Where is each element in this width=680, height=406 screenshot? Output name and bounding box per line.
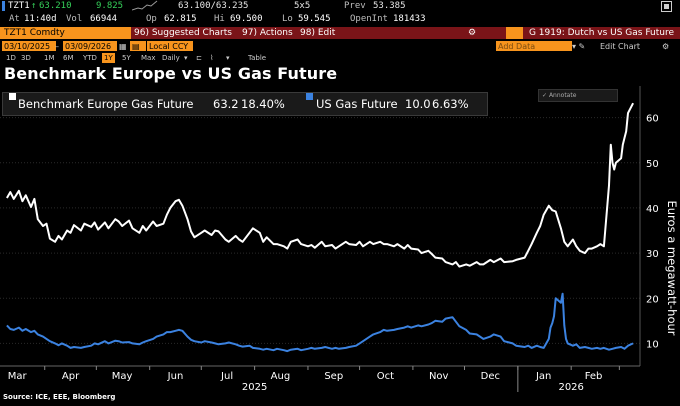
frequency-select[interactable]: Daily xyxy=(162,54,180,62)
series-line-us xyxy=(6,292,634,353)
settings-icon-2[interactable]: ⚙ xyxy=(662,42,670,51)
date-range-row: 03/10/2025 – 03/09/2026 ▦ ▤ Local CCY Ad… xyxy=(0,41,680,52)
quote-line: TZT1 ↑ 63.210 9.825 63.100/63.235 5x5 Pr… xyxy=(0,0,680,13)
period-1m[interactable]: 1M xyxy=(44,54,55,62)
x-tick-label: Jul xyxy=(220,371,233,382)
edit-chart-button[interactable]: Edit Chart xyxy=(600,42,641,51)
last-price: 63.210 xyxy=(39,1,72,11)
chart-options-icon[interactable]: ▾ ✎ xyxy=(572,42,586,51)
end-date-input[interactable]: 03/09/2026 xyxy=(63,41,117,51)
lo-label: Lo xyxy=(282,14,293,24)
openint-label: OpenInt xyxy=(350,14,388,24)
period-1d[interactable]: 1D xyxy=(6,54,16,62)
annotate-label: Annotate xyxy=(548,92,577,99)
y-tick-label: 20 xyxy=(646,294,659,305)
prev-label: Prev xyxy=(344,1,366,11)
x-tick-label: Jan xyxy=(535,371,551,382)
up-arrow-icon: ↑ xyxy=(31,1,37,11)
size: 5x5 xyxy=(294,1,311,11)
date-separator: – xyxy=(55,42,59,51)
quote-line-2: At 11:40d Vol 66944 Op 62.815 Hi 69.500 … xyxy=(0,13,680,26)
legend-value-europe: 63.2 xyxy=(213,97,239,111)
legend-change-europe: 18.40% xyxy=(241,97,285,111)
openint-value: 181433 xyxy=(393,14,426,24)
at-label: At xyxy=(9,14,20,24)
period-3d[interactable]: 3D xyxy=(21,54,31,62)
x-tick-label: Aug xyxy=(271,371,291,382)
at-time: 11:40d xyxy=(24,14,57,24)
period-6m[interactable]: 6M xyxy=(63,54,74,62)
x-tick-label: Oct xyxy=(377,371,394,382)
vol-value: 66944 xyxy=(90,14,118,24)
x-tick-label: Feb xyxy=(585,371,603,382)
x-tick-label: Mar xyxy=(8,371,28,382)
x-tick-label: May xyxy=(112,371,133,382)
table-button[interactable]: Table xyxy=(248,54,267,62)
source-note: Source: ICE, EEE, Bloomberg xyxy=(3,393,116,401)
prev-value: 53.385 xyxy=(373,1,406,11)
period-5y[interactable]: 5Y xyxy=(122,54,131,62)
series-lines xyxy=(6,102,634,353)
currency-select[interactable]: Local CCY xyxy=(147,41,193,51)
line-type-icon[interactable]: ⌇ xyxy=(210,54,214,62)
x-tick-label: Dec xyxy=(481,371,500,382)
sparkline-icon xyxy=(131,0,158,17)
x-tick-label: Apr xyxy=(62,371,80,382)
chart-title-tab: G 1919: Dutch vs US Gas Future xyxy=(522,27,680,39)
y-tick-label: 10 xyxy=(646,339,659,350)
edit-button[interactable]: 98) Edit xyxy=(300,28,336,38)
x-tick-label: Jun xyxy=(167,371,184,382)
lo-value: 59.545 xyxy=(298,14,331,24)
actions-button[interactable]: 97) Actions xyxy=(242,28,293,38)
y-axis: 10 20 30 40 50 60 xyxy=(639,86,659,366)
toolbar: TZT1 Comdty 96) Suggested Charts 97) Act… xyxy=(0,27,680,39)
period-row: 1D 3D 1M 6M YTD 1Y 5Y Max Daily ▾ ⊏ ⌇ ▾ … xyxy=(0,53,680,63)
add-data-input[interactable]: Add Data xyxy=(496,41,572,51)
ticker-marker-icon xyxy=(2,0,5,17)
calendar-icon[interactable]: ▦ xyxy=(119,42,127,51)
bid-ask: 63.100/63.235 xyxy=(178,1,249,11)
toolbar-actions-bar xyxy=(131,27,506,39)
y-tick-label: 30 xyxy=(646,249,659,260)
period-ytd[interactable]: YTD xyxy=(83,54,97,62)
series-line-europe xyxy=(6,102,634,268)
year-label: 2025 xyxy=(242,382,267,393)
x-axis: Mar Apr May Jun Jul Aug Sep Oct Nov Dec Jan Feb 2025… xyxy=(0,365,640,393)
legend-change-us: 6.63% xyxy=(432,97,469,111)
period-1y[interactable]: 1Y xyxy=(102,53,115,63)
legend-label-us: US Gas Future xyxy=(316,97,398,111)
hi-value: 69.500 xyxy=(230,14,263,24)
op-label: Op xyxy=(146,14,157,24)
suggested-charts-button[interactable]: 96) Suggested Charts xyxy=(134,28,232,38)
dropdown-arrow-icon-2[interactable]: ▾ xyxy=(226,54,230,62)
settings-icon[interactable]: ⚙ xyxy=(468,28,477,38)
compare-icon[interactable]: ⊏ xyxy=(196,54,202,62)
period-max[interactable]: Max xyxy=(141,54,156,62)
y-tick-label: 50 xyxy=(646,159,659,170)
legend: Benchmark Europe Gas Future 63.2 18.40% … xyxy=(2,92,488,116)
ticker[interactable]: TZT1 xyxy=(8,1,30,11)
x-tick-label: Nov xyxy=(429,371,449,382)
annotate-button[interactable]: ✓ Annotate xyxy=(538,89,618,102)
dropdown-arrow-icon[interactable]: ▾ xyxy=(184,54,188,62)
change-value: 9.825 xyxy=(96,1,124,11)
hi-label: Hi xyxy=(214,14,225,24)
vol-label: Vol xyxy=(66,14,83,24)
x-tick-label: Sep xyxy=(324,371,343,382)
y-tick-label: 60 xyxy=(646,114,659,125)
start-date-input[interactable]: 03/10/2025 xyxy=(2,41,56,51)
op-value: 62.815 xyxy=(164,14,197,24)
window-toggle-icon[interactable] xyxy=(661,1,672,12)
chart-title: Benchmark Europe vs US Gas Future xyxy=(4,64,338,83)
y-tick-label: 40 xyxy=(646,204,659,215)
grid xyxy=(0,117,640,344)
y-axis-label: Euros a megawatt-hour xyxy=(665,200,679,335)
year-label: 2026 xyxy=(558,382,583,393)
legend-label-europe: Benchmark Europe Gas Future xyxy=(18,97,194,111)
security-field[interactable]: TZT1 Comdty xyxy=(4,28,65,38)
legend-value-us: 10.0 xyxy=(405,97,431,111)
chart-type-icon[interactable]: ▤ xyxy=(130,41,146,51)
checkbox-icon[interactable]: ✓ xyxy=(542,92,548,99)
